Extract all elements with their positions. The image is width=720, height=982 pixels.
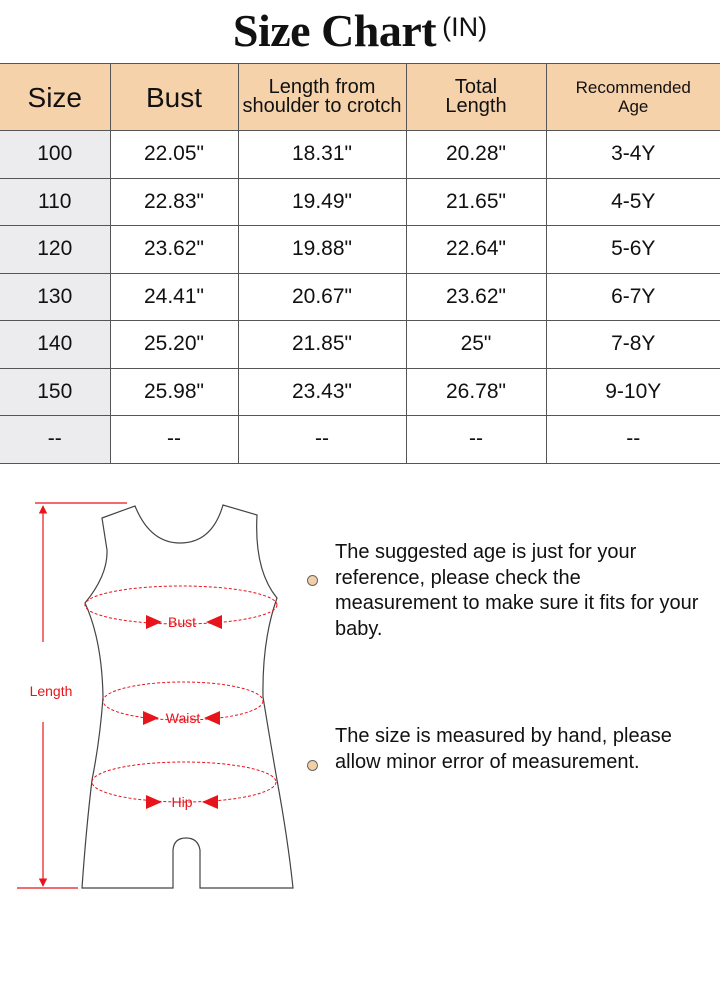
cell-recommended-age: 4-5Y bbox=[545, 177, 720, 226]
cell-length-shoulder-crotch: 19.49" bbox=[237, 177, 407, 226]
header-bust: Bust bbox=[109, 63, 239, 131]
note-age: The suggested age is just for your refer… bbox=[335, 541, 699, 640]
header-length-shoulder-crotch: Length from shoulder to crotch bbox=[237, 63, 407, 131]
cell-total-length: 25" bbox=[405, 320, 547, 369]
cell-length-shoulder-crotch: 20.67" bbox=[237, 272, 407, 321]
table-row: 120 23.62" 19.88" 22.64" 5-6Y bbox=[0, 225, 720, 274]
cell-size: 110 bbox=[0, 177, 111, 226]
table-row: 100 22.05" 18.31" 20.28" 3-4Y bbox=[0, 130, 720, 179]
length-measure bbox=[17, 502, 127, 889]
note-measured: The size is measured by hand, please all… bbox=[335, 725, 672, 773]
cell-recommended-age: 5-6Y bbox=[545, 225, 720, 274]
hip-ellipse bbox=[91, 761, 277, 803]
cell-bust: 22.83" bbox=[109, 177, 239, 226]
size-table: Size Bust Length from shoulder to crotch… bbox=[0, 63, 720, 464]
cell-length-shoulder-crotch: 21.85" bbox=[237, 320, 407, 369]
table-row: 110 22.83" 19.49" 21.65" 4-5Y bbox=[0, 177, 720, 226]
header-recommended-age: Recommended Age bbox=[545, 63, 720, 131]
garment-diagram: Length Bust Waist Hip bbox=[17, 502, 294, 889]
cell-bust: 23.62" bbox=[109, 225, 239, 274]
cell-size: 150 bbox=[0, 367, 111, 416]
cell-bust: 25.20" bbox=[109, 320, 239, 369]
header-total-length: Total Length bbox=[405, 63, 547, 131]
waist-ellipse bbox=[102, 681, 264, 721]
table-row: 150 25.98" 23.43" 26.78" 9-10Y bbox=[0, 367, 720, 416]
cell-recommended-age: 6-7Y bbox=[545, 272, 720, 321]
measure-arrows bbox=[143, 615, 222, 809]
cell-size: 140 bbox=[0, 320, 111, 369]
cell-length-shoulder-crotch: 18.31" bbox=[237, 130, 407, 179]
cell-recommended-age: 7-8Y bbox=[545, 320, 720, 369]
cell-recommended-age: 3-4Y bbox=[545, 130, 720, 179]
cell-bust: 25.98" bbox=[109, 367, 239, 416]
hip-label: Hip bbox=[171, 794, 192, 810]
cell-total-length: 23.62" bbox=[405, 272, 547, 321]
cell-total-length: -- bbox=[405, 415, 547, 464]
cell-length-shoulder-crotch: 19.88" bbox=[237, 225, 407, 274]
bust-label: Bust bbox=[168, 614, 196, 630]
cell-total-length: 21.65" bbox=[405, 177, 547, 226]
bust-ellipse bbox=[84, 585, 278, 625]
cell-bust: -- bbox=[109, 415, 239, 464]
cell-bust: 24.41" bbox=[109, 272, 239, 321]
cell-length-shoulder-crotch: -- bbox=[237, 415, 407, 464]
length-label: Length bbox=[30, 683, 73, 699]
waist-label: Waist bbox=[166, 710, 201, 726]
cell-total-length: 22.64" bbox=[405, 225, 547, 274]
cell-recommended-age: 9-10Y bbox=[545, 367, 720, 416]
cell-length-shoulder-crotch: 23.43" bbox=[237, 367, 407, 416]
cell-size: 120 bbox=[0, 225, 111, 274]
cell-size: 130 bbox=[0, 272, 111, 321]
title-text: Size Chart bbox=[232, 5, 437, 56]
bullet-icon bbox=[307, 760, 318, 771]
header-row: Size Bust Length from shoulder to crotch… bbox=[0, 63, 720, 131]
table-row: -- -- -- -- -- bbox=[0, 415, 720, 464]
page-title: Size Chart (IN) bbox=[0, 4, 720, 60]
cell-size: 100 bbox=[0, 130, 111, 179]
cell-recommended-age: -- bbox=[545, 415, 720, 464]
title-unit: (IN) bbox=[442, 12, 488, 42]
cell-size: -- bbox=[0, 415, 111, 464]
table-row: 130 24.41" 20.67" 23.62" 6-7Y bbox=[0, 272, 720, 321]
cell-total-length: 20.28" bbox=[405, 130, 547, 179]
table-row: 140 25.20" 21.85" 25" 7-8Y bbox=[0, 320, 720, 369]
cell-bust: 22.05" bbox=[109, 130, 239, 179]
cell-total-length: 26.78" bbox=[405, 367, 547, 416]
bullet-icon bbox=[307, 575, 318, 586]
header-size: Size bbox=[0, 63, 111, 131]
